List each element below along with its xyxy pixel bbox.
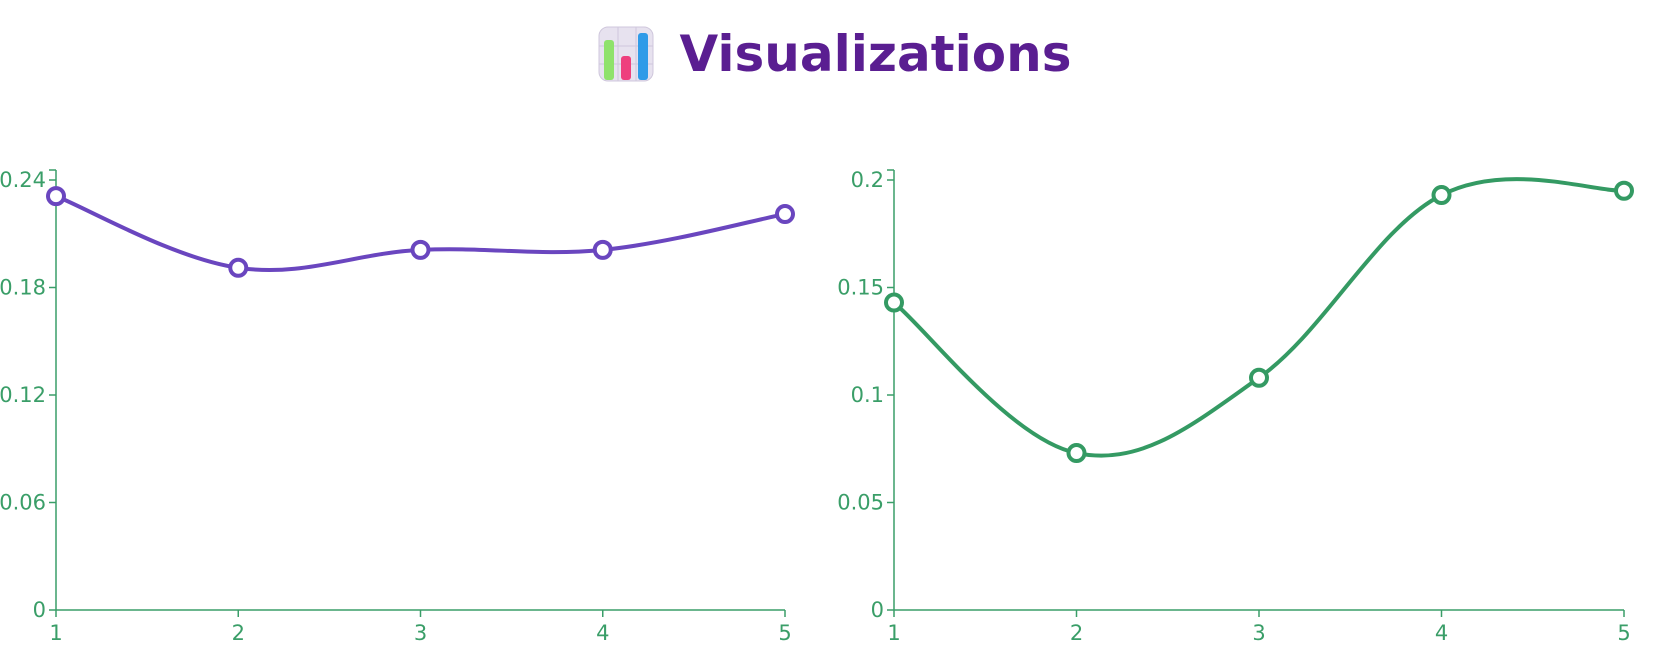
y-tick-label: 0 [33, 598, 46, 622]
data-point[interactable] [884, 292, 904, 313]
x-tick-label: 4 [596, 621, 609, 645]
y-tick-label: 0.12 [0, 383, 46, 407]
series-line [892, 177, 1626, 458]
x-tick-label: 1 [887, 621, 900, 645]
y-tick-label: 0 [871, 598, 884, 622]
x-tick-label: 3 [414, 621, 427, 645]
y-tick-label: 0.1 [851, 383, 884, 407]
x-tick-label: 3 [1252, 621, 1265, 645]
y-tick-label: 0.24 [0, 168, 46, 192]
data-point[interactable] [46, 186, 66, 207]
y-tick-label: 0.15 [837, 276, 884, 300]
y-tick-label: 0.06 [0, 491, 46, 515]
line-chart-right: 0 0.05 0.1 0.15 0.2 1 2 3 4 5 [837, 168, 1634, 645]
data-point[interactable] [1614, 180, 1634, 201]
data-point[interactable] [775, 204, 795, 225]
x-tick-label: 5 [778, 621, 791, 645]
bar-chart-icon [598, 26, 654, 82]
y-tick-label: 0.2 [851, 168, 884, 192]
y-tick-label: 0.18 [0, 276, 46, 300]
data-point[interactable] [1249, 367, 1269, 388]
x-tick-label: 1 [49, 621, 62, 645]
data-point[interactable] [1431, 185, 1452, 206]
page-title: Visualizations [679, 25, 1072, 83]
x-tick-label: 4 [1435, 621, 1448, 645]
data-point[interactable] [228, 257, 249, 278]
data-point[interactable] [410, 239, 431, 260]
data-point[interactable] [592, 239, 613, 260]
data-point[interactable] [1066, 443, 1087, 464]
y-tick-label: 0.05 [837, 491, 884, 515]
x-tick-label: 2 [1070, 621, 1083, 645]
page-header: Visualizations [0, 18, 1669, 90]
line-chart-left: 0 0.06 0.12 0.18 0.24 1 2 3 4 5 [0, 168, 795, 645]
x-tick-label: 5 [1617, 621, 1630, 645]
x-tick-label: 2 [232, 621, 245, 645]
